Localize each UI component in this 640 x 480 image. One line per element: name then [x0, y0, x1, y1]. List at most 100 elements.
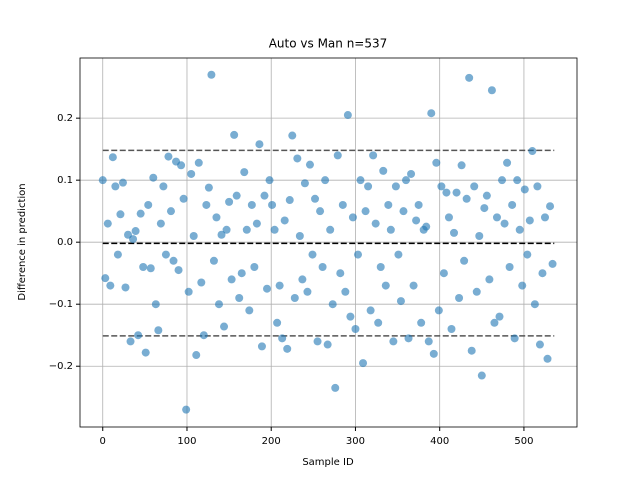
point — [214, 300, 223, 309]
point — [313, 337, 322, 346]
point — [535, 340, 544, 349]
point — [131, 227, 140, 236]
point — [533, 182, 542, 191]
point — [321, 176, 330, 185]
chart-title: Auto vs Man n=537 — [269, 37, 388, 51]
point — [227, 275, 236, 284]
point — [300, 179, 309, 188]
point — [442, 188, 451, 197]
point — [202, 200, 211, 209]
point — [492, 213, 501, 222]
point — [151, 300, 160, 309]
x-tick-label: 0 — [100, 436, 106, 447]
point — [230, 130, 239, 139]
point — [490, 318, 499, 327]
point — [460, 256, 469, 265]
point — [412, 216, 421, 225]
point — [386, 225, 395, 234]
point — [199, 331, 208, 340]
point — [311, 194, 320, 203]
point — [144, 200, 153, 209]
point — [381, 281, 390, 290]
point — [427, 109, 436, 118]
point — [379, 166, 388, 175]
point — [341, 287, 350, 296]
point — [103, 219, 112, 228]
point — [194, 158, 203, 167]
point — [106, 281, 115, 290]
point — [252, 219, 261, 228]
x-tick-label: 500 — [514, 436, 533, 447]
point — [263, 284, 272, 293]
point — [480, 204, 489, 213]
point — [404, 334, 413, 343]
point — [361, 207, 370, 216]
point — [548, 259, 557, 268]
point — [108, 153, 117, 162]
point — [356, 176, 365, 185]
point — [374, 318, 383, 327]
y-tick-label: 0.2 — [57, 113, 73, 124]
point — [164, 152, 173, 161]
point — [422, 222, 431, 231]
point — [129, 235, 138, 244]
point — [182, 405, 191, 414]
point — [240, 168, 249, 177]
point — [293, 154, 302, 163]
point — [407, 169, 416, 178]
point — [503, 158, 512, 167]
point — [401, 176, 410, 185]
point — [485, 275, 494, 284]
point — [343, 111, 352, 120]
point — [465, 73, 474, 82]
y-tick-label: 0.1 — [57, 175, 73, 186]
point — [338, 200, 347, 209]
point — [217, 230, 226, 239]
point — [136, 209, 145, 218]
point — [245, 306, 254, 315]
point — [447, 325, 456, 334]
point — [121, 283, 130, 292]
point — [237, 269, 246, 278]
point — [146, 264, 155, 273]
point — [298, 275, 307, 284]
x-tick-label: 200 — [262, 436, 281, 447]
point — [348, 213, 357, 222]
point — [414, 200, 423, 209]
point — [513, 176, 522, 185]
point — [424, 337, 433, 346]
point — [111, 182, 120, 191]
point — [396, 297, 405, 306]
point — [323, 340, 332, 349]
point — [538, 269, 547, 278]
point — [257, 342, 266, 351]
point — [308, 250, 317, 259]
point — [437, 182, 446, 191]
point — [318, 262, 327, 271]
point — [141, 348, 150, 357]
point — [477, 371, 486, 380]
x-tick-label: 100 — [177, 436, 196, 447]
point — [273, 318, 282, 327]
point — [235, 294, 244, 303]
point — [212, 213, 221, 222]
point — [303, 287, 312, 296]
point — [472, 287, 481, 296]
point — [154, 326, 163, 335]
y-axis-label: Difference in prediction — [17, 183, 28, 300]
point — [220, 322, 229, 331]
point — [399, 207, 408, 216]
point — [525, 216, 534, 225]
point — [455, 294, 464, 303]
point — [462, 194, 471, 203]
point — [204, 183, 213, 192]
point — [225, 197, 234, 206]
point — [417, 318, 426, 327]
point — [270, 225, 279, 234]
point — [101, 274, 110, 283]
point — [184, 287, 193, 296]
point — [523, 250, 532, 259]
point — [369, 151, 378, 160]
point — [149, 173, 158, 182]
